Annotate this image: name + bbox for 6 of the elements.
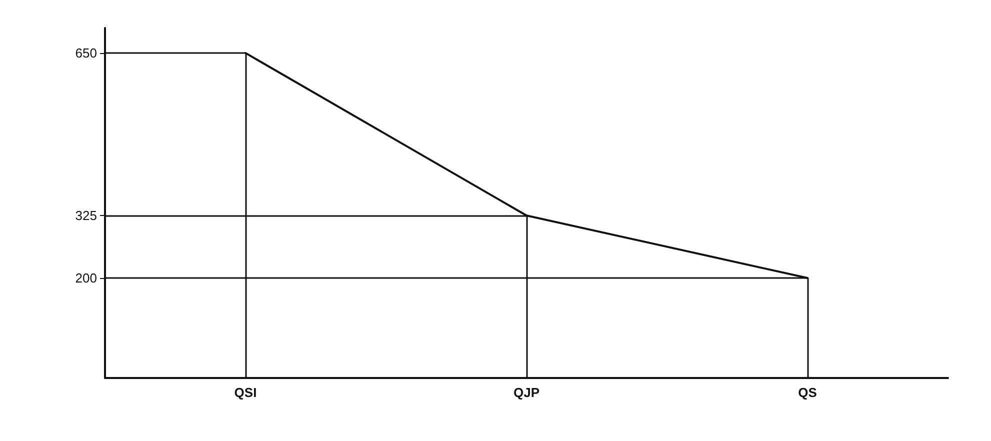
y-tick-label: 325 [75, 208, 97, 223]
x-tick-label: QS [798, 385, 818, 400]
y-tick-label: 650 [75, 46, 97, 60]
y-tick-label: 200 [75, 270, 97, 286]
x-tick-label: QJP [513, 385, 540, 400]
x-tick-label: QSI [234, 385, 257, 400]
